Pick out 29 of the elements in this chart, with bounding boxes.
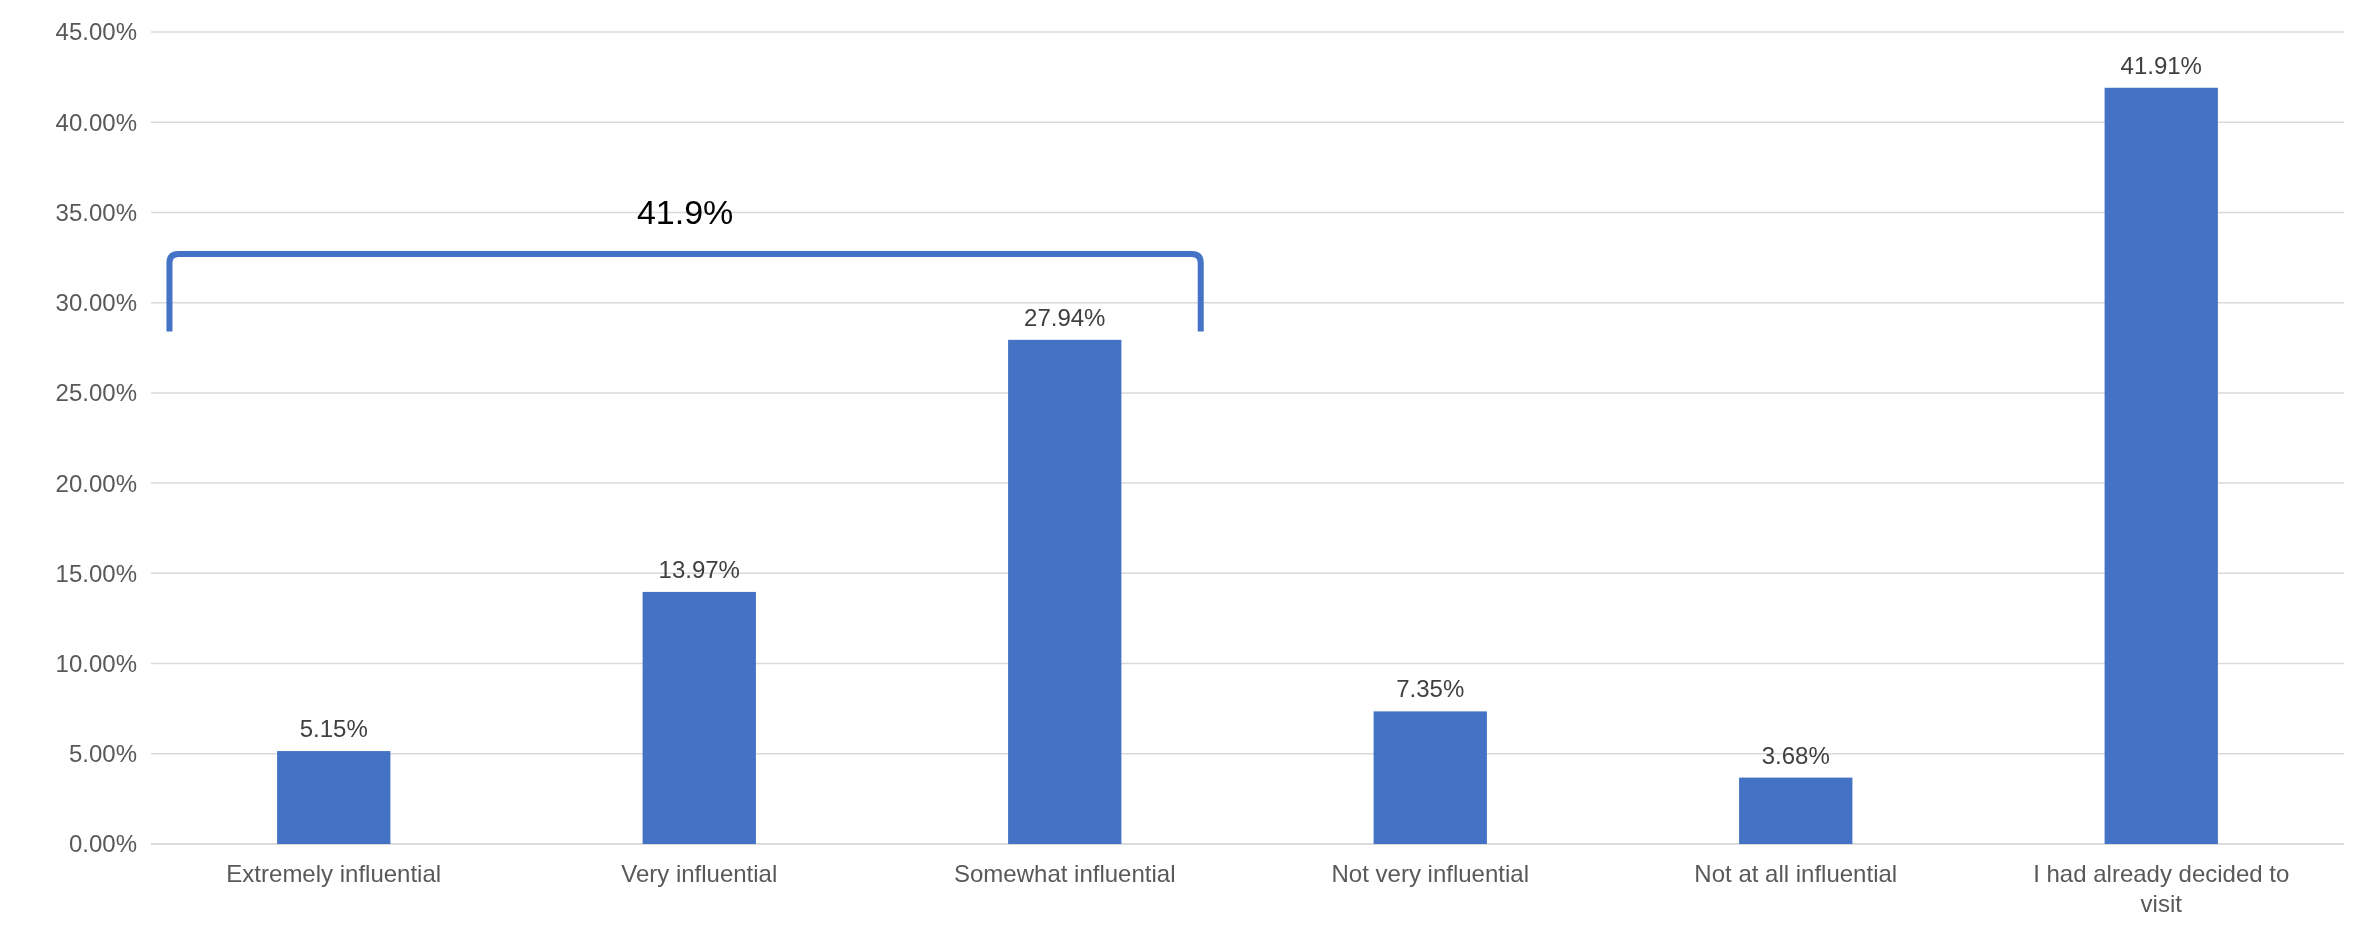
- x-tick-label: Very influential: [621, 860, 778, 887]
- x-tick-label: I had already decided to visit: [2033, 860, 2290, 917]
- bar: [1373, 711, 1487, 844]
- y-tick-label: 10.00%: [55, 649, 137, 677]
- data-label: 5.15%: [299, 715, 368, 743]
- bar: [277, 751, 391, 844]
- data-label: 7.35%: [1396, 675, 1465, 703]
- x-tick-label: Extremely influential: [226, 860, 442, 887]
- data-label: 3.68%: [1761, 741, 1830, 769]
- x-tick-label: Somewhat influential: [954, 860, 1176, 887]
- y-tick-label: 5.00%: [68, 740, 137, 768]
- y-tick-label: 45.00%: [55, 18, 137, 46]
- annotation: 41.9%: [636, 192, 734, 231]
- y-tick-label: 15.00%: [55, 559, 137, 587]
- data-label: 27.94%: [1024, 303, 1106, 331]
- bar: [1008, 339, 1122, 844]
- y-tick-label: 35.00%: [55, 198, 137, 226]
- y-tick-label: 0.00%: [68, 830, 137, 858]
- data-label: 13.97%: [658, 555, 740, 583]
- bar: [2104, 87, 2218, 844]
- bar: [1739, 777, 1853, 844]
- bar: [642, 591, 756, 844]
- y-tick-label: 40.00%: [55, 108, 137, 136]
- x-tick-label: Not at all influential: [1694, 860, 1898, 887]
- y-tick-label: 30.00%: [55, 289, 137, 317]
- x-tick-label: Not very influential: [1331, 860, 1529, 887]
- y-tick-label: 25.00%: [55, 379, 137, 407]
- data-label: 41.91%: [2120, 51, 2202, 79]
- y-tick-label: 20.00%: [55, 469, 137, 497]
